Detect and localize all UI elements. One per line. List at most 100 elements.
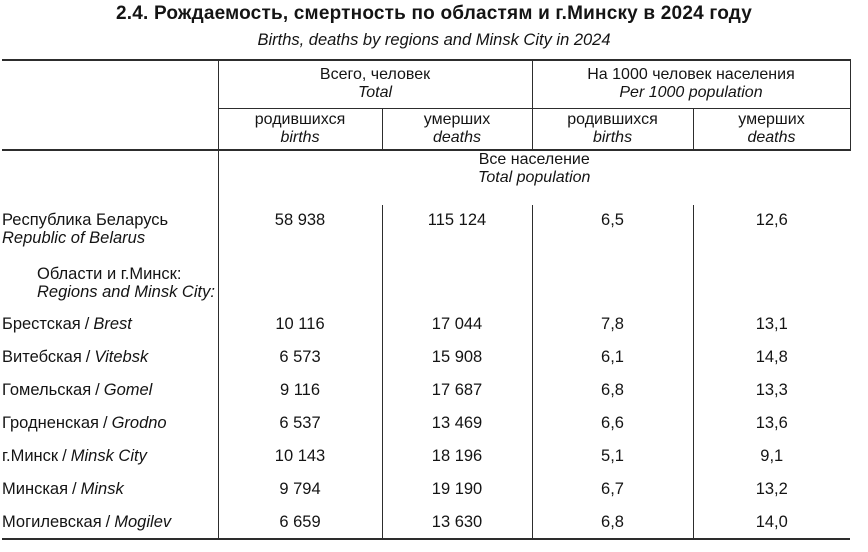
col-header-death-rate-en: deaths [747, 128, 796, 146]
cell-deaths: 17 044 [382, 308, 533, 341]
row-label-en: Brest [93, 315, 132, 333]
row-label-en: Vitebsk [94, 348, 149, 366]
table-row-vitebsk: Витебская / Vitebsk 6 573 15 908 6,1 14,8 [2, 341, 850, 374]
label-separator: / [105, 512, 111, 531]
table-row-minsk-city: г.Минск / Minsk City 10 143 18 196 5,1 9,1 [2, 440, 850, 473]
col-header-death-rate: умерших deaths [693, 108, 851, 151]
section-header-ru: Все население [478, 151, 590, 168]
col-header-deaths-total-ru: умерших [423, 110, 491, 128]
row-label-en: Minsk [80, 480, 124, 498]
cell-births: 6 659 [218, 506, 383, 539]
col-header-births-total-ru: родившихся [254, 110, 346, 128]
cell-births: 6 573 [218, 341, 383, 374]
cell-death-rate: 13,2 [755, 480, 788, 498]
cell-death-rate: 14,0 [755, 512, 788, 531]
row-label-en: Mogilev [114, 512, 172, 531]
row-label: г.Минск / Minsk City [2, 440, 219, 473]
cell-birth-rate: 6,5 [532, 205, 694, 256]
col-header-births-total: родившихся births [218, 108, 383, 151]
section-row: Все население Total population [2, 150, 850, 205]
stats-table: Всего, человек Total На 1000 человек нас… [2, 59, 851, 540]
cell-death-rate: 13,6 [755, 414, 788, 432]
empty-cell [693, 256, 850, 308]
group-header-per1000: На 1000 человек населения Per 1000 popul… [532, 60, 851, 109]
group-header-row: Всего, человек Total На 1000 человек нас… [2, 60, 851, 151]
group-header-total-ru: Всего, человек [319, 66, 431, 84]
cell-birth-rate: 7,8 [532, 308, 694, 341]
row-label-ru: Витебская [2, 348, 82, 366]
section-row-label-cell [2, 150, 219, 205]
col-header-births-total-en: births [280, 128, 320, 146]
cell-death-rate: 12,6 [755, 211, 788, 229]
col-header-birth-rate-ru: родившихся [567, 110, 658, 128]
col-header-birth-rate-en: births [592, 128, 633, 146]
row-label-en: Grodno [111, 414, 167, 432]
cell-deaths: 18 196 [382, 440, 533, 473]
cell-birth-rate: 5,1 [532, 440, 694, 473]
row-label-ru: Республика Беларусь [2, 211, 169, 229]
row-label: Могилевская / Mogilev [2, 506, 219, 539]
group-label: Области и г.Минск: Regions and Minsk Cit… [2, 256, 219, 308]
label-separator: / [95, 381, 100, 399]
cell-deaths: 15 908 [382, 341, 533, 374]
row-label: Минская / Minsk [2, 473, 219, 506]
empty-cell [382, 256, 533, 308]
cell-birth-rate: 6,8 [532, 374, 694, 407]
cell-death-rate: 14,8 [755, 348, 788, 366]
cell-deaths: 115 124 [382, 205, 533, 256]
empty-cell [532, 256, 694, 308]
section-header: Все население Total population [218, 150, 850, 205]
row-label-ru: Могилевская [2, 512, 102, 531]
page-subtitle: Births, deaths by regions and Minsk City… [257, 31, 611, 49]
page-title: 2.4. Рождаемость, смертность по областям… [115, 3, 753, 24]
row-label-ru: Гродненская [2, 414, 99, 432]
table-row-grodno: Гродненская / Grodno 6 537 13 469 6,6 13,6 [2, 407, 850, 440]
group-label-en: Regions and Minsk City: [37, 283, 215, 301]
cell-births: 6 537 [218, 407, 383, 440]
section-header-en: Total population [478, 169, 591, 186]
row-label: Витебская / Vitebsk [2, 341, 219, 374]
table-row-gomel: Гомельская / Gomel 9 116 17 687 6,8 13,3 [2, 374, 850, 407]
table-row-brest: Брестская / Brest 10 116 17 044 7,8 13,1 [2, 308, 850, 341]
row-label-ru: Гомельская [2, 381, 92, 399]
sub-header-row: родившихся births умерших deaths родивши… [2, 108, 851, 151]
cell-deaths: 19 190 [382, 473, 533, 506]
col-header-deaths-total-en: deaths [432, 128, 482, 146]
table-row-mogilev: Могилевская / Mogilev 6 659 13 630 6,8 14,… [2, 506, 850, 539]
cell-birth-rate: 6,7 [532, 473, 694, 506]
col-header-birth-rate: родившихся births [532, 108, 694, 151]
cell-deaths: 13 630 [382, 506, 533, 539]
table-row-minsk-region: Минская / Minsk 9 794 19 190 6,7 13,2 [2, 473, 850, 506]
row-label: Гомельская / Gomel [2, 374, 219, 407]
label-separator: / [102, 414, 108, 432]
group-header-total: Всего, человек Total [218, 60, 533, 109]
group-header-per1000-en: Per 1000 population [619, 84, 763, 102]
col-header-deaths-total: умерших deaths [382, 108, 533, 151]
cell-death-rate: 9,1 [760, 447, 784, 465]
table-row-belarus: Республика Беларусь Republic of Belarus … [2, 205, 850, 256]
group-header-total-en: Total [357, 84, 393, 102]
cell-deaths: 13 469 [382, 407, 533, 440]
row-label-en: Gomel [103, 381, 153, 399]
corner-cell [2, 60, 219, 151]
group-label-ru: Области и г.Минск: [37, 265, 182, 283]
cell-deaths: 17 687 [382, 374, 533, 407]
row-label-en: Minsk City [70, 447, 147, 465]
row-label: Гродненская / Grodno [2, 407, 219, 440]
row-label-ru: г.Минск [2, 447, 59, 465]
label-separator: / [62, 447, 67, 465]
cell-death-rate: 13,3 [755, 381, 788, 399]
row-label-ru: Минская [2, 480, 69, 498]
col-header-death-rate-ru: умерших [738, 110, 805, 128]
row-label-ru: Брестская [2, 315, 81, 333]
group-header-per1000-ru: На 1000 человек населения [587, 66, 795, 84]
row-label: Республика Беларусь Republic of Belarus [2, 205, 219, 256]
label-separator: / [85, 348, 91, 366]
cell-birth-rate: 6,6 [532, 407, 694, 440]
label-separator: / [84, 315, 90, 333]
label-separator: / [72, 480, 77, 498]
cell-birth-rate: 6,1 [532, 341, 694, 374]
cell-births: 9 116 [218, 374, 383, 407]
empty-cell [218, 256, 383, 308]
